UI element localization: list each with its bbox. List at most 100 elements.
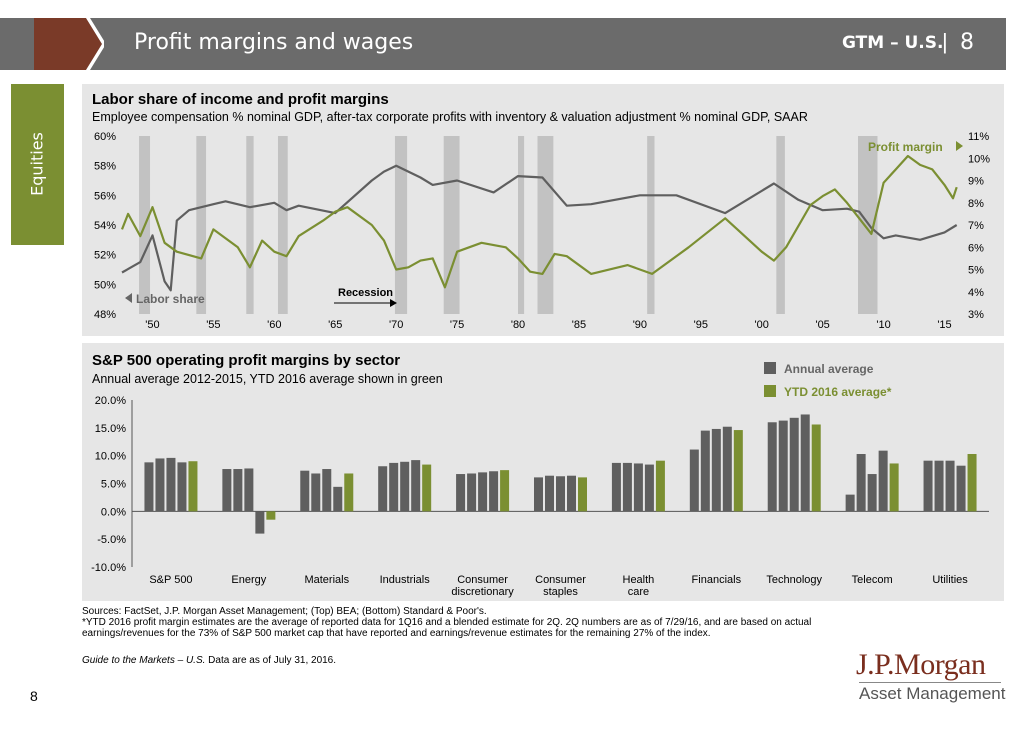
left-axis-tick: 58% [94, 161, 116, 173]
bar-ytd [889, 463, 899, 512]
bar-ytd [188, 461, 198, 512]
header-page-number: 8 [960, 30, 974, 55]
footnote-text: *YTD 2016 profit margin estimates are th… [82, 617, 812, 639]
header-arrow [34, 18, 104, 70]
x-axis-tick: '50 [145, 319, 159, 331]
bar-annual [644, 464, 654, 512]
x-axis-tick: '85 [572, 319, 586, 331]
bar-annual [411, 460, 421, 512]
left-axis-tick: 52% [94, 250, 116, 262]
x-axis-tick: '80 [511, 319, 525, 331]
bar-annual [567, 475, 576, 512]
chart1-title: Labor share of income and profit margins [92, 91, 389, 108]
bar-annual [934, 460, 944, 512]
right-axis-tick: 4% [968, 287, 984, 299]
recession-bar [776, 136, 785, 314]
recession-bar [196, 136, 207, 314]
bar-annual [333, 486, 343, 512]
bar-annual [166, 457, 176, 512]
y-axis-tick: 0.0% [101, 506, 126, 518]
recession-bar [857, 136, 878, 314]
x-axis-tick: '10 [876, 319, 890, 331]
bar-ytd [811, 424, 821, 512]
guide-text: Guide to the Markets – U.S. Data are as … [82, 655, 842, 666]
right-axis-tick: 9% [968, 176, 984, 188]
bar-ytd [733, 430, 743, 512]
recession-bar [394, 136, 408, 314]
x-axis-tick: '90 [633, 319, 647, 331]
chart2-subtitle: Annual average 2012-2015, YTD 2016 avera… [92, 372, 443, 386]
y-axis-tick: -5.0% [97, 534, 126, 546]
bar-annual [923, 460, 933, 512]
bar-annual [389, 462, 399, 512]
y-axis-tick: 20.0% [95, 395, 126, 407]
x-axis-tick: '05 [815, 319, 829, 331]
bar-annual [300, 470, 310, 512]
header-divider: | [942, 29, 948, 54]
header-bar [0, 18, 1006, 70]
recession-bar [518, 136, 525, 314]
y-axis-tick: -10.0% [91, 562, 126, 574]
bar-annual [489, 471, 499, 512]
bar-annual [722, 426, 732, 512]
bar-annual [633, 463, 643, 512]
category-label: Health care [623, 574, 655, 598]
bar-annual [233, 469, 243, 512]
page-number: 8 [30, 688, 38, 704]
category-label: Energy [231, 574, 266, 586]
bar-annual [222, 469, 232, 512]
legend-annual-label: Annual average [784, 362, 874, 376]
category-label: Consumer staples [535, 574, 586, 598]
gtm-label: GTM – U.S. [842, 33, 944, 53]
chart1-subtitle: Employee compensation % nominal GDP, aft… [92, 110, 808, 124]
right-axis-tick: 6% [968, 242, 984, 254]
bar-annual [945, 460, 955, 512]
bar-ytd [655, 460, 665, 512]
bar-annual [255, 511, 265, 534]
profit-margin-label: Profit margin [868, 140, 943, 154]
labor-share-chart: 48% 50% 52% 54% 56% 58% 60% 3% 4% 5% 6% 7% 8% 9% 10% 1… [94, 131, 990, 331]
labor-share-arrow-icon [125, 293, 132, 303]
legend-ytd-label: YTD 2016 average* [784, 385, 892, 399]
bar-ytd [967, 453, 977, 512]
recession-label: Recession [338, 287, 393, 299]
profit-margin-arrow-icon [956, 141, 963, 151]
right-axis-tick: 8% [968, 198, 984, 210]
bar-annual [400, 461, 410, 512]
category-label: Utilities [932, 574, 968, 586]
category-label: Financials [692, 574, 742, 586]
left-axis-tick: 50% [94, 279, 116, 291]
recession-bar [647, 136, 655, 314]
bar-annual [378, 466, 388, 512]
logo-subtitle: Asset Management [859, 684, 1006, 703]
right-axis-tick: 5% [968, 265, 984, 277]
category-label: Telecom [852, 574, 893, 586]
left-axis-tick: 54% [94, 220, 116, 232]
y-axis-tick: 15.0% [95, 423, 126, 435]
guide-title: Guide to the Markets – U.S. [82, 655, 206, 666]
side-tab [11, 84, 64, 245]
bar-annual [556, 476, 565, 512]
bar-annual [611, 462, 621, 512]
bar-annual [800, 414, 810, 512]
x-axis-tick: '60 [267, 319, 281, 331]
category-label: Industrials [380, 574, 431, 586]
chart2-title: S&P 500 operating profit margins by sect… [92, 352, 401, 369]
recession-bar [537, 136, 554, 314]
bar-annual [778, 420, 788, 512]
recession-bar [277, 136, 288, 314]
category-label: Consumer discretionary [451, 574, 514, 598]
bar-annual [767, 422, 777, 512]
labor-share-label: Labor share [136, 292, 205, 306]
category-label: Technology [766, 574, 822, 586]
left-axis-tick: 60% [94, 131, 116, 143]
left-axis-tick: 48% [94, 309, 116, 321]
x-axis-tick: '65 [328, 319, 342, 331]
recession-bar [443, 136, 460, 314]
recession-arrow-icon [390, 299, 397, 307]
bar-annual [956, 465, 966, 512]
x-axis-tick: '70 [389, 319, 403, 331]
category-label: Materials [304, 574, 349, 586]
right-axis-tick: 7% [968, 220, 984, 232]
side-tab-label: Equities [27, 132, 47, 196]
